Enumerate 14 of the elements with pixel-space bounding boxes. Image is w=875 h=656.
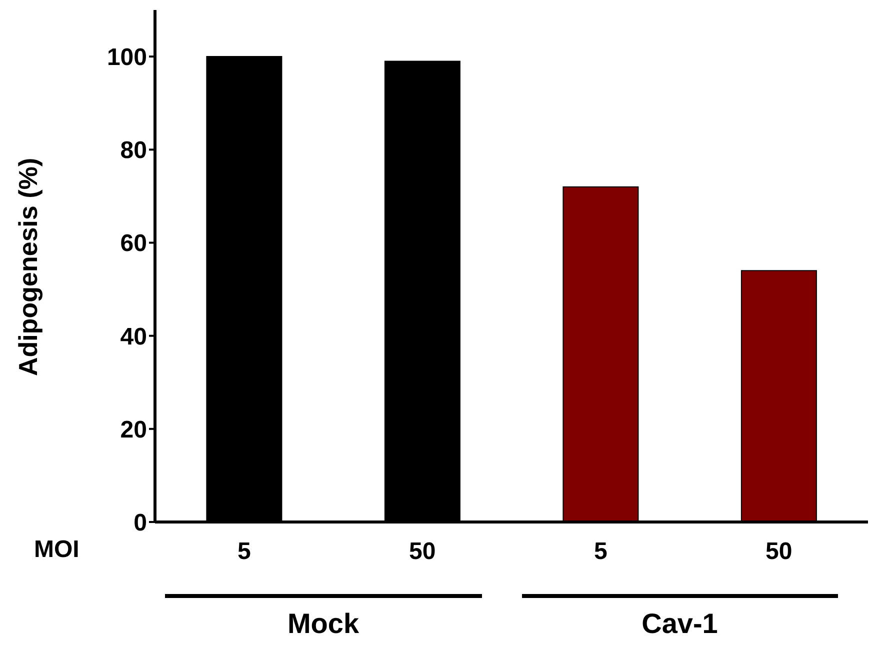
text: Cav-1 [640, 608, 719, 640]
y-tick-label: 80 [120, 137, 147, 164]
text: MOI [34, 536, 80, 564]
y-tick-label: 20 [120, 416, 147, 444]
text: Mock [286, 608, 360, 640]
y-tick-label: 40 [120, 323, 147, 350]
y-tick-label: 60 [120, 230, 147, 258]
x-tick-label: 5 [594, 538, 608, 566]
x-tick-label: 50 [409, 538, 436, 566]
x-tick-label: 5 [237, 538, 251, 566]
y-axis-title: Adipogenesis (%) [13, 158, 44, 376]
x-tick-label: 50 [766, 538, 792, 566]
y-tick-label: 100 [106, 44, 147, 72]
y-tick-label: 0 [134, 510, 147, 537]
